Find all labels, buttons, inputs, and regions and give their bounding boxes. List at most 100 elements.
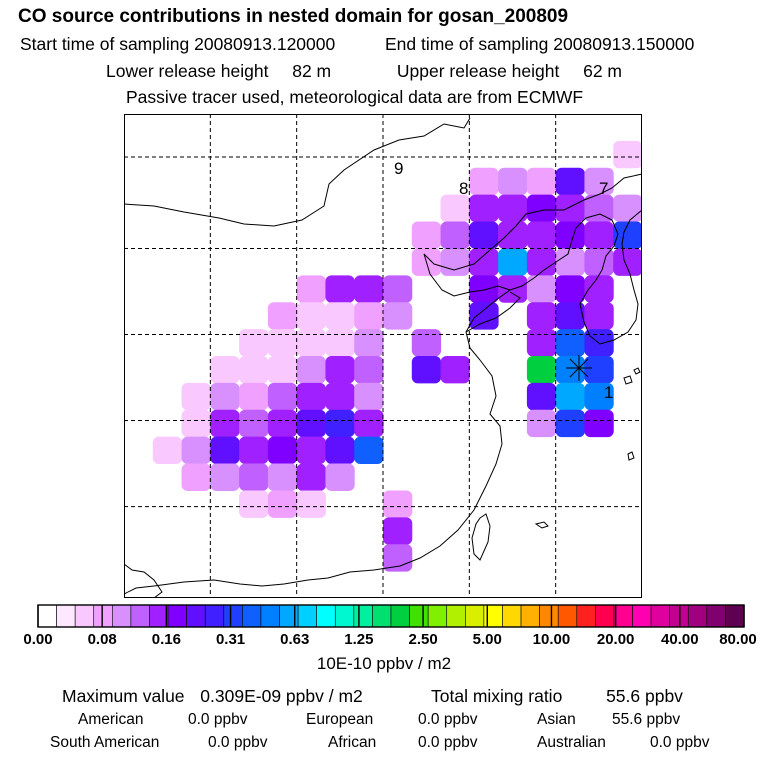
receptor-marker [566,355,592,381]
colorbar-tick-label: 20.00 [597,631,635,648]
colorbar-swatch [297,604,317,628]
contribution-cells [152,140,642,572]
colorbar-swatch [149,604,169,628]
contribution-cell [325,302,355,330]
total-value: 55.6 ppbv [606,686,683,706]
sampling-times: Start time of sampling 20080913.120000 E… [20,34,768,55]
contribution-cell [296,436,326,465]
region-australian: Australian [537,734,606,751]
contribution-cell [296,302,326,330]
contribution-cell [383,544,413,572]
colorbar-swatch [56,604,76,628]
contribution-cell [296,382,326,411]
colorbar-tick-label: 0.08 [88,631,117,648]
contribution-cell [613,248,642,276]
contribution-cell [267,356,298,384]
contribution-cell [325,409,355,438]
contribution-cell [555,329,585,357]
contribution-cell [440,194,470,223]
region-name: American [78,711,144,728]
contribution-cell [296,490,326,518]
region-asian-value: 55.6 ppbv [612,711,681,728]
contribution-cell [325,275,355,303]
colorbar-tick-labels: 0.00 0.08 0.16 0.31 0.63 1.25 2.50 5.00 10.00 20.… [23,605,757,648]
contribution-cell [469,221,499,249]
contribution-cell [267,329,298,357]
colorbar-swatch [725,604,745,628]
contribution-cell [383,302,413,330]
start-label: Start time of sampling [20,34,190,54]
colorbar-tick-label: 10.00 [533,631,571,648]
contribution-cell [267,382,298,411]
colorbar-swatch [204,604,225,628]
map-label-8: 8 [459,179,468,198]
lower-label: Lower release height [106,61,269,81]
contribution-cell [555,275,585,303]
contribution-cell [526,275,557,303]
colorbar-swatch [167,604,187,628]
contribution-cell [555,221,585,249]
contribution-cell [526,329,557,357]
contribution-cell [498,248,528,276]
coastline-liaodong [509,213,613,291]
colorbar-swatch [446,604,466,628]
contribution-cell [526,356,557,384]
contribution-cell [296,463,326,491]
contribution-cell [296,329,326,357]
contribution-cell [354,436,384,465]
colorbar-swatch [372,604,392,628]
lower-value: 82 m [292,61,332,81]
contribution-cell [469,275,499,303]
contribution-cell [526,194,557,223]
contribution-cell [584,382,614,411]
contribution-cell [239,329,269,357]
contribution-cell [440,221,470,249]
contribution-cell [584,356,614,384]
contribution-cell [267,409,298,438]
colorbar-swatch [186,604,206,628]
coastline-mainland [124,253,512,595]
colorbar-tick-label: 0.63 [280,631,309,648]
upper-value: 62 m [583,61,622,81]
map-label-9: 9 [394,159,403,178]
max-label: Maximum value [62,686,185,706]
contribution-cell [411,329,442,357]
colorbar-tick-label: 0.31 [216,631,245,648]
colorbar-swatch [112,604,132,628]
region-asian: Asian [537,711,576,728]
colorbar-unit: 10E-10 ppbv / m2 [316,654,452,673]
contribution-cell [411,221,442,249]
max-value: 0.309E-09 ppbv / m2 [200,686,363,706]
colorbar-swatch [223,604,243,628]
colorbar-tick-label: 0.00 [23,631,52,648]
contribution-cell [584,167,614,196]
colorbar-swatch [316,604,336,628]
colorbar-swatch [520,604,540,628]
contribution-cell [354,275,384,303]
contribution-cell [181,382,211,411]
coastline-korea [579,209,642,345]
colorbar-tick-label: 0.16 [152,631,181,648]
colorbar-swatch [632,604,652,628]
colorbar-tick-label: 80.00 [719,631,757,648]
colorbar-swatch [93,604,113,628]
contribution-cell [613,140,642,169]
colorbar-swatch [650,604,670,628]
contribution-cell [354,409,384,438]
total-label: Total mixing ratio [431,686,563,706]
contribution-cell [411,356,442,384]
contribution-cell [267,302,298,330]
colorbar-swatch [539,604,559,628]
start-value: 20080913.120000 [194,34,336,54]
chart-title: CO source contributions in nested domain… [18,6,569,27]
contribution-cell [526,409,557,438]
colorbar-swatch [465,604,485,628]
contribution-cell [584,221,614,249]
contribution-cell [584,409,614,438]
coastline-bohai [423,173,642,271]
region-south-american-value: 0.0 ppbv [208,734,268,751]
contribution-cell [584,194,614,223]
contribution-cell [239,436,269,465]
contribution-cell [498,221,528,249]
colorbar-swatch [427,604,448,628]
